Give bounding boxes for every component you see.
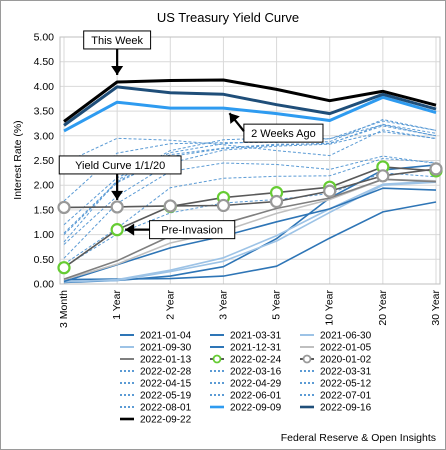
series-line-2021-06-30 [63,181,437,283]
series-line-2022-01-13 [63,178,437,280]
series-line-2021-12-31 [63,187,437,283]
legend-label-2022-03-31: 2022-03-31 [320,367,372,378]
x-tick-label: 2 Year [164,290,176,320]
series-line-2022-02-24 [63,166,437,269]
marker-2022-02-24 [110,223,124,237]
legend-marker-2022-02-24 [212,354,222,364]
y-tick-label: 4.50 [34,56,55,68]
legend-label-2021-01-04: 2021-01-04 [140,331,192,342]
series-line-2022-09-16 [63,85,437,127]
legend-label-2022-01-05: 2022-01-05 [320,343,372,354]
marker-2020-01-02 [163,199,177,213]
legend-label-2022-05-19: 2022-05-19 [140,391,192,402]
series-line-2022-03-16 [63,158,437,265]
marker-2020-01-02 [376,169,390,183]
legend-marker-2020-01-02 [302,354,312,364]
x-tick-label: 20 Year [377,289,389,325]
annotation-2-arrow-head [111,190,124,200]
legend-label-2020-01-02: 2020-01-02 [320,355,372,366]
series-line-2022-03-31 [63,155,437,259]
annotation-2-text: Yield Curve 1/1/20 [75,160,165,172]
legend-label-2022-03-16: 2022-03-16 [230,367,282,378]
legend-label-2022-01-13: 2022-01-13 [140,355,192,366]
y-tick-label: 3.50 [34,106,55,118]
legend-label-2022-09-09: 2022-09-09 [230,403,282,414]
x-axis-ticks: 3 Month 1 Year 2 Year 3 Year 5 Year 10 Year 20… [58,289,442,327]
x-tick-label: 30 Year [430,289,442,325]
x-tick-label: 3 Year [217,290,229,320]
legend-label-2022-09-16: 2022-09-16 [320,403,372,414]
annotation-1-text: 2 Weeks Ago [251,128,316,140]
annotation-2-box [58,155,182,175]
legend: 2021-01-04 2021-03-31 2021-06-30 2021-09-30… [120,331,372,426]
legend-label-2022-06-01: 2022-06-01 [230,391,282,402]
series-line-2021-01-04 [63,201,437,281]
y-axis-label: Interest Rate (%) [12,120,24,199]
marker-2020-01-02 [269,194,284,209]
y-tick-label: 0.00 [34,279,55,291]
series-line-2022-04-29 [63,124,437,243]
series-line-2022-09-22 [63,78,437,123]
legend-label-2022-08-01: 2022-08-01 [140,403,192,414]
annotation-3-text: Pre-Invasion [161,225,223,237]
legend-label-2021-09-30: 2021-09-30 [140,343,192,354]
annotation-3-arrow-head [125,223,135,236]
y-tick-label: 5.00 [34,32,55,44]
y-tick-label: 4.00 [34,81,55,93]
legend-label-2022-04-15: 2022-04-15 [140,379,192,390]
annotation-0-text: This Week [91,35,143,47]
marker-2020-01-02 [216,198,231,213]
marker-2020-01-02 [429,162,443,176]
series-line-2022-05-12 [63,125,437,235]
legend-label-2021-06-30: 2021-06-30 [320,331,372,342]
y-tick-label: 1.00 [34,229,55,241]
x-tick-label: 1 Year [111,290,123,320]
annotation-1-arrow-head [229,113,240,124]
legend-label-2022-02-24: 2022-02-24 [230,355,282,366]
marker-2020-01-02 [323,184,337,198]
legend-label-2022-04-29: 2022-04-29 [230,379,282,390]
chart-title: US Treasury Yield Curve [157,10,299,25]
series-line-2022-05-19 [63,123,437,234]
y-tick-label: 3.00 [34,130,55,142]
series-line-2022-08-01 [63,129,437,164]
series-line-2021-09-30 [63,180,437,283]
annotations: This Week 2 Weeks Ago Yield Curve 1/1/20 Pr… [58,30,324,240]
legend-label-2022-09-22: 2022-09-22 [140,415,192,426]
marker-2020-01-02 [110,200,124,214]
legend-label-2022-07-01: 2022-07-01 [320,391,372,402]
y-tick-label: 1.50 [34,204,55,216]
series-line-2022-09-09 [63,95,437,133]
legend-label-2021-03-31: 2021-03-31 [230,331,282,342]
y-tick-label: 2.50 [34,155,55,167]
series-line-2020-01-02 [63,168,437,209]
marker-2022-02-24 [57,261,71,275]
annotation-0-arrow-head [111,65,124,75]
y-axis-ticks: 0.00 0.50 1.00 1.50 2.00 2.50 3.00 3.50 4.00 4.50… [34,32,55,291]
legend-label-2022-05-12: 2022-05-12 [320,379,372,390]
y-tick-label: 2.00 [34,180,55,192]
x-tick-label: 5 Year [271,290,283,320]
annotation-1-box [243,123,324,143]
legend-label-2022-02-28: 2022-02-28 [140,367,192,378]
marker-2020-01-02 [57,200,71,215]
source-note: Federal Reserve & Open Insights [281,432,436,444]
x-tick-label: 10 Year [324,289,336,325]
legend-label-2021-12-31: 2021-12-31 [230,343,282,354]
series-markers [57,160,443,275]
y-tick-label: 0.50 [34,254,55,266]
x-tick-label: 3 Month [58,290,70,328]
